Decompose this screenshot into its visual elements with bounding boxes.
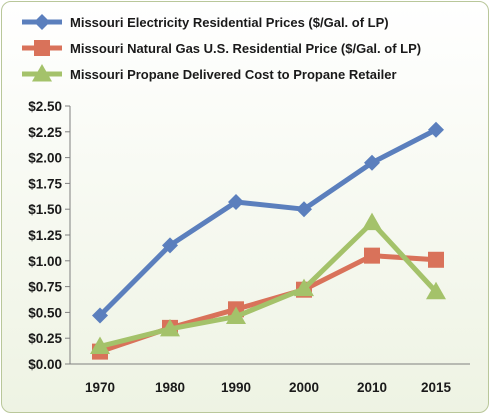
triangle-marker bbox=[362, 212, 382, 231]
diamond-marker bbox=[34, 14, 50, 30]
square-marker bbox=[34, 40, 50, 56]
x-tick-label: 1990 bbox=[221, 380, 251, 395]
legend-entry: Missouri Electricity Residential Prices … bbox=[22, 14, 389, 30]
square-marker bbox=[428, 251, 444, 268]
y-tick-label: $2.25 bbox=[28, 125, 62, 140]
y-tick-label: $0.75 bbox=[28, 280, 62, 295]
x-tick-label: 1970 bbox=[85, 380, 115, 395]
series-layer bbox=[90, 121, 446, 360]
triangle-marker bbox=[90, 336, 110, 354]
series-line bbox=[99, 220, 438, 349]
diamond-marker bbox=[428, 121, 444, 138]
x-tick-label: 2000 bbox=[289, 380, 319, 395]
legend: Missouri Electricity Residential Prices … bbox=[22, 14, 421, 82]
series-0 bbox=[92, 121, 444, 324]
x-tick-label: 1980 bbox=[155, 380, 185, 395]
triangle-marker bbox=[226, 306, 246, 325]
x-tick-label: 2015 bbox=[421, 380, 452, 395]
triangle-marker bbox=[160, 318, 180, 337]
y-tick-label: $1.50 bbox=[28, 202, 62, 217]
triangle-marker bbox=[32, 64, 52, 82]
legend-entry: Missouri Propane Delivered Cost to Propa… bbox=[22, 64, 397, 82]
y-tick-label: $2.50 bbox=[28, 99, 62, 114]
diamond-marker bbox=[228, 193, 244, 210]
x-tick-label: 2010 bbox=[357, 380, 387, 395]
y-tick-label: $1.00 bbox=[28, 254, 62, 269]
square-marker bbox=[364, 247, 380, 264]
y-tick-label: $0.00 bbox=[28, 357, 62, 372]
diamond-marker bbox=[92, 307, 108, 324]
y-tick-label: $1.75 bbox=[28, 176, 62, 191]
legend-label: Missouri Electricity Residential Prices … bbox=[70, 15, 389, 30]
triangle-marker bbox=[294, 278, 314, 297]
axes: $0.00 $0.25 $0.50 $0.75 $1.00 $1.25 $1.50 $1.75… bbox=[28, 99, 470, 395]
series-line bbox=[98, 127, 438, 318]
y-tick-label: $2.00 bbox=[28, 151, 62, 166]
legend-label: Missouri Natural Gas U.S. Residential Pr… bbox=[70, 41, 421, 56]
series-2 bbox=[90, 212, 446, 354]
diamond-marker bbox=[296, 201, 312, 218]
y-tick-label: $0.25 bbox=[28, 331, 62, 346]
legend-label: Missouri Propane Delivered Cost to Propa… bbox=[70, 67, 397, 82]
y-tick-label: $0.50 bbox=[28, 305, 62, 320]
triangle-marker bbox=[426, 281, 446, 300]
diamond-marker bbox=[364, 154, 380, 171]
legend-entry: Missouri Natural Gas U.S. Residential Pr… bbox=[22, 40, 421, 56]
y-tick-label: $1.25 bbox=[28, 228, 62, 243]
diamond-marker bbox=[162, 237, 178, 254]
